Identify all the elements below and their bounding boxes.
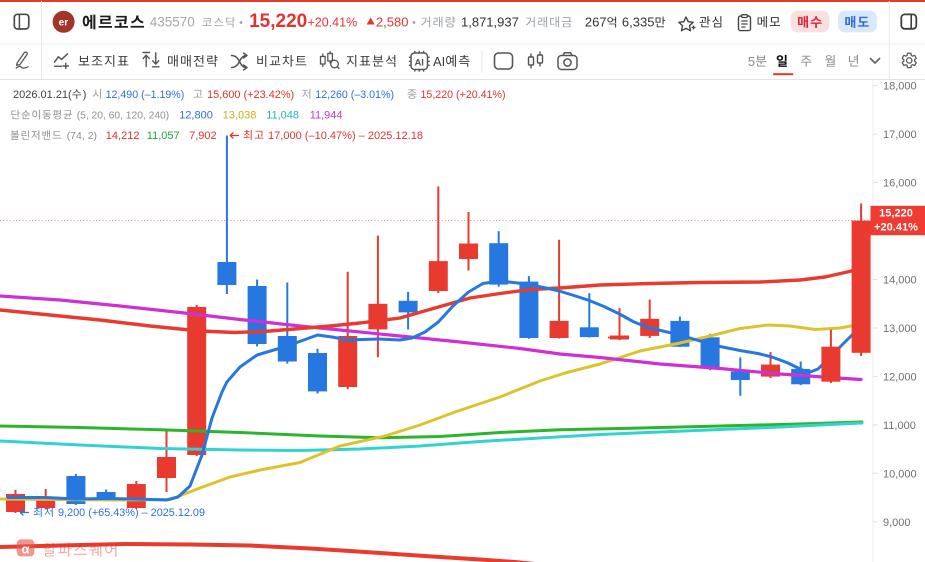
svg-text:18,000: 18,000 — [883, 81, 917, 93]
svg-text:(74, 2): (74, 2) — [67, 130, 97, 142]
svg-text:11,048: 11,048 — [266, 110, 299, 122]
svg-text:AI: AI — [414, 57, 424, 68]
svg-text:15,220 (+20.41%): 15,220 (+20.41%) — [421, 89, 506, 101]
svg-text:(5, 20, 60, 120, 240): (5, 20, 60, 120, 240) — [77, 110, 170, 122]
svg-text:15,600 (+23.42%): 15,600 (+23.42%) — [207, 89, 294, 101]
svg-text:13,000: 13,000 — [883, 323, 917, 335]
svg-text:9,000: 9,000 — [883, 517, 911, 529]
svg-text:+20.41%: +20.41% — [308, 16, 358, 30]
svg-text:15,220: 15,220 — [879, 208, 913, 220]
svg-text:α: α — [22, 542, 30, 557]
svg-text:AI: AI — [433, 54, 445, 69]
svg-text:12,490 (–1.19%): 12,490 (–1.19%) — [106, 89, 185, 101]
svg-text:): ) — [83, 89, 87, 101]
svg-text:15,220: 15,220 — [249, 11, 307, 32]
svg-text:2,580: 2,580 — [376, 15, 409, 30]
svg-text:1,871,937: 1,871,937 — [461, 15, 519, 30]
svg-text:435570: 435570 — [150, 15, 195, 30]
svg-text:11,057: 11,057 — [147, 130, 180, 142]
svg-text:13,038: 13,038 — [223, 110, 257, 122]
svg-text:11,000: 11,000 — [883, 420, 916, 432]
svg-text:267: 267 — [585, 15, 607, 30]
svg-text:14,212: 14,212 — [106, 130, 140, 142]
svg-text:12,000: 12,000 — [883, 371, 917, 383]
svg-text:16,000: 16,000 — [883, 178, 917, 190]
svg-text:12,260 (–3.01%): 12,260 (–3.01%) — [315, 89, 394, 101]
svg-text:er: er — [59, 17, 69, 28]
svg-text:2026.01.21(: 2026.01.21( — [13, 89, 72, 101]
svg-text:17,000: 17,000 — [883, 129, 917, 141]
svg-text:+20.41%: +20.41% — [874, 222, 918, 234]
svg-text:6,335: 6,335 — [622, 15, 655, 30]
svg-text:14,000: 14,000 — [883, 275, 917, 287]
svg-text:5: 5 — [748, 54, 755, 69]
svg-text:7,902: 7,902 — [189, 130, 217, 142]
svg-text:11,944: 11,944 — [310, 110, 343, 122]
svg-text:12,800: 12,800 — [179, 110, 213, 122]
svg-text:10,000: 10,000 — [883, 468, 917, 480]
svg-text:17,000 (–10.47%) – 2025.12.18: 17,000 (–10.47%) – 2025.12.18 — [265, 130, 423, 142]
svg-text:9,200 (+65.43%) – 2025.12.09: 9,200 (+65.43%) – 2025.12.09 — [55, 507, 205, 519]
